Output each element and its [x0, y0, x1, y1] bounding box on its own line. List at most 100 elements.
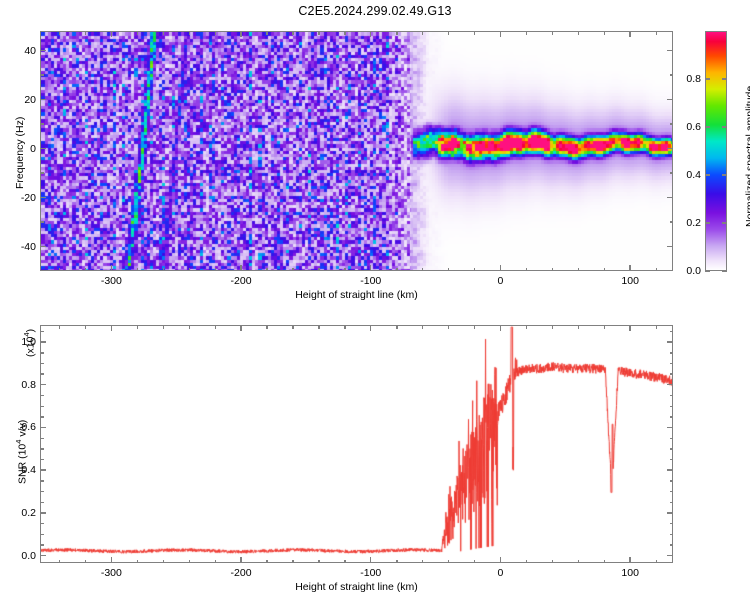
spectrogram-ytick-major: [40, 147, 46, 150]
spectrogram-xtick-major-top: [370, 31, 372, 37]
snr-xtick-minor: [162, 559, 165, 563]
spectrogram-xticklabel: -300: [100, 275, 122, 287]
spectrogram-ytick-minor-right: [669, 172, 673, 174]
colorbar-tick: [705, 222, 710, 224]
snr-yticklabel: 0.2: [21, 506, 36, 519]
snr-ytick-minor-right: [669, 416, 673, 418]
spectrogram-xtick-minor-top: [473, 31, 476, 35]
spectrogram-ytick-minor: [40, 172, 44, 174]
snr-ytick-minor-right: [669, 352, 673, 354]
spectrogram-xtick-major-top: [629, 31, 631, 37]
snr-xtick-minor: [266, 559, 268, 563]
snr-xtick-minor-top: [551, 325, 554, 329]
snr-xticklabel: -200: [230, 567, 252, 579]
snr-xtick-minor-top: [447, 325, 450, 329]
snr-xtick-minor-top: [473, 325, 476, 329]
spectrogram-ytick-minor: [40, 123, 44, 125]
snr-yticklabel: 0.4: [21, 464, 36, 477]
snr-ytick-minor: [40, 501, 44, 503]
spectrogram-ylabel: Frequency (Hz): [14, 116, 26, 189]
spectrogram-ytick-major-right: [667, 245, 673, 248]
spectrogram-xtick-minor: [577, 267, 580, 271]
snr-xtick-minor-top: [58, 325, 61, 329]
snr-ytick-minor: [40, 458, 44, 461]
colorbar-ticklabel: 0.8: [686, 73, 701, 85]
colorbar-tick: [705, 174, 710, 176]
snr-ytick-minor: [40, 533, 44, 535]
spectrogram-xtick-minor: [214, 267, 216, 271]
spectrogram-ytick-major-right: [667, 98, 673, 101]
spectrogram-xtick-minor-top: [266, 31, 268, 35]
snr-xtick-minor: [58, 559, 61, 563]
spectrogram-ytick-minor-right: [669, 123, 673, 125]
snr-xtick-major-top: [240, 325, 242, 331]
snr-ytick-minor: [40, 416, 44, 418]
spectrogram-yticklabel: -40: [20, 240, 36, 253]
spectrogram-xtick-minor-top: [162, 31, 165, 35]
snr-axis-multiplier: (x104): [22, 328, 37, 357]
snr-xtick-minor-top: [318, 325, 320, 329]
spectrogram-ytick-minor: [40, 74, 44, 76]
spectrogram-xtick-minor: [136, 267, 139, 271]
spectrogram-xtick-major: [110, 265, 113, 271]
snr-yticklabel: 1.0: [21, 336, 36, 349]
snr-xtick-minor-top: [84, 325, 87, 329]
spectrogram-xtick-minor: [292, 267, 294, 271]
snr-ytick-major: [40, 341, 46, 343]
snr-xtick-major: [629, 557, 631, 563]
snr-xtick-minor: [84, 559, 87, 563]
spectrogram-xtick-minor: [525, 267, 528, 271]
colorbar-ticklabel: 0.6: [686, 121, 701, 133]
colorbar-tick-right: [722, 222, 727, 224]
spectrogram-xtick-minor-top: [318, 31, 320, 35]
spectrogram-xtick-minor: [473, 267, 476, 271]
snr-ytick-minor-right: [669, 330, 673, 333]
spectrogram-xtick-minor-top: [603, 31, 606, 35]
snr-ytick-minor: [40, 362, 44, 365]
snr-ytick-minor: [40, 330, 44, 333]
colorbar-tick-right: [722, 270, 727, 272]
snr-ytick-minor: [40, 405, 44, 407]
snr-xticklabel: 100: [621, 567, 639, 579]
snr-ytick-minor-right: [669, 373, 673, 375]
snr-xtick-major: [240, 557, 242, 563]
spectrogram-xtick-minor-top: [396, 31, 398, 35]
snr-ytick-minor-right: [669, 480, 673, 482]
snr-ytick-minor-right: [669, 490, 673, 493]
spectrogram-xtick-minor-top: [214, 31, 216, 35]
spectrogram-xlabel: Height of straight line (km): [295, 289, 418, 301]
snr-ytick-minor: [40, 394, 44, 397]
spectrogram-xtick-minor-top: [655, 31, 657, 35]
snr-xtick-minor: [447, 559, 450, 563]
snr-ytick-minor-right: [669, 405, 673, 407]
spectrogram-xtick-minor-top: [551, 31, 554, 35]
spectrogram-xtick-major: [240, 265, 242, 271]
snr-xticklabel: -300: [100, 567, 122, 579]
snr-xtick-minor: [603, 559, 606, 563]
snr-xtick-major: [370, 557, 372, 563]
colorbar-tick: [705, 270, 710, 272]
snr-xtick-minor: [577, 559, 580, 563]
spectrogram-xtick-minor: [655, 267, 657, 271]
spectrogram-xtick-major-top: [110, 31, 113, 37]
spectrogram-ytick-major-right: [667, 196, 673, 199]
spectrogram-xtick-minor-top: [136, 31, 139, 35]
snr-ytick-major: [40, 384, 46, 386]
snr-ytick-major: [40, 469, 46, 471]
snr-xtick-minor: [422, 559, 424, 563]
spectrogram-xtick-major: [629, 265, 631, 271]
colorbar-ticklabel: 0.2: [686, 217, 701, 229]
colorbar-gradient: [705, 31, 727, 271]
spectrogram-xtick-minor: [58, 267, 61, 271]
snr-xlabel: Height of straight line (km): [295, 581, 418, 593]
snr-xtick-minor-top: [422, 325, 424, 329]
spectrogram-ytick-major: [40, 49, 46, 52]
snr-xtick-minor: [473, 559, 476, 563]
spectrogram-xtick-minor-top: [422, 31, 424, 35]
spectrogram-xtick-minor: [318, 267, 320, 271]
colorbar-label: Normalized spectral amplitude: [744, 85, 750, 227]
snr-xtick-minor-top: [266, 325, 268, 329]
snr-ytick-minor-right: [669, 448, 673, 450]
snr-ytick-minor-right: [669, 544, 673, 546]
snr-ytick-minor-right: [669, 501, 673, 503]
